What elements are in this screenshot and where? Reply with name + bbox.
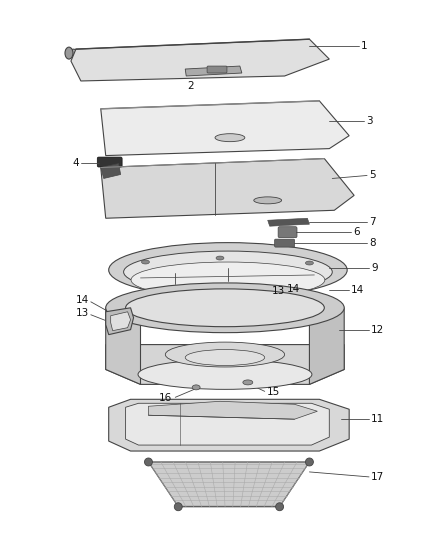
Text: 17: 17 — [371, 472, 384, 482]
Text: 16: 16 — [159, 393, 172, 403]
Text: 14: 14 — [286, 284, 300, 294]
Ellipse shape — [215, 134, 245, 142]
Polygon shape — [106, 308, 134, 335]
Text: 15: 15 — [267, 387, 280, 397]
Ellipse shape — [131, 262, 325, 298]
Ellipse shape — [124, 251, 332, 293]
Text: 7: 7 — [369, 217, 376, 227]
Polygon shape — [148, 401, 318, 419]
Circle shape — [276, 503, 283, 511]
Ellipse shape — [141, 260, 149, 264]
Circle shape — [174, 503, 182, 511]
Ellipse shape — [216, 256, 224, 260]
Ellipse shape — [305, 261, 314, 265]
Text: 4: 4 — [72, 158, 79, 167]
Polygon shape — [309, 308, 344, 384]
Ellipse shape — [65, 47, 73, 59]
Polygon shape — [148, 462, 309, 507]
Text: 5: 5 — [369, 171, 376, 181]
Polygon shape — [185, 66, 242, 76]
Ellipse shape — [254, 197, 282, 204]
Ellipse shape — [243, 380, 253, 385]
Text: 9: 9 — [371, 263, 378, 273]
Text: 12: 12 — [371, 325, 384, 335]
Ellipse shape — [192, 385, 200, 390]
FancyBboxPatch shape — [275, 239, 294, 247]
Circle shape — [145, 458, 152, 466]
Polygon shape — [69, 49, 81, 58]
Text: 8: 8 — [369, 238, 376, 248]
Polygon shape — [101, 101, 349, 156]
Text: 2: 2 — [187, 81, 194, 91]
Polygon shape — [106, 308, 141, 384]
FancyBboxPatch shape — [207, 66, 227, 73]
Polygon shape — [101, 164, 120, 179]
Text: 13: 13 — [272, 286, 285, 296]
Text: 1: 1 — [361, 41, 368, 51]
Polygon shape — [268, 218, 309, 226]
Polygon shape — [126, 403, 329, 445]
Circle shape — [305, 458, 314, 466]
Ellipse shape — [165, 342, 285, 367]
FancyBboxPatch shape — [97, 157, 122, 167]
Text: 11: 11 — [371, 414, 384, 424]
Polygon shape — [106, 345, 344, 384]
Text: 14: 14 — [351, 285, 364, 295]
Text: 3: 3 — [366, 116, 373, 126]
Polygon shape — [101, 158, 354, 218]
Polygon shape — [71, 39, 329, 81]
Text: 13: 13 — [76, 308, 89, 318]
Polygon shape — [109, 399, 349, 451]
Ellipse shape — [106, 283, 344, 333]
Ellipse shape — [126, 289, 324, 327]
Ellipse shape — [109, 243, 347, 297]
Polygon shape — [111, 312, 131, 330]
Ellipse shape — [185, 350, 265, 366]
FancyBboxPatch shape — [278, 227, 297, 238]
Ellipse shape — [138, 360, 312, 389]
Text: 14: 14 — [76, 295, 89, 305]
Text: 6: 6 — [353, 227, 360, 237]
